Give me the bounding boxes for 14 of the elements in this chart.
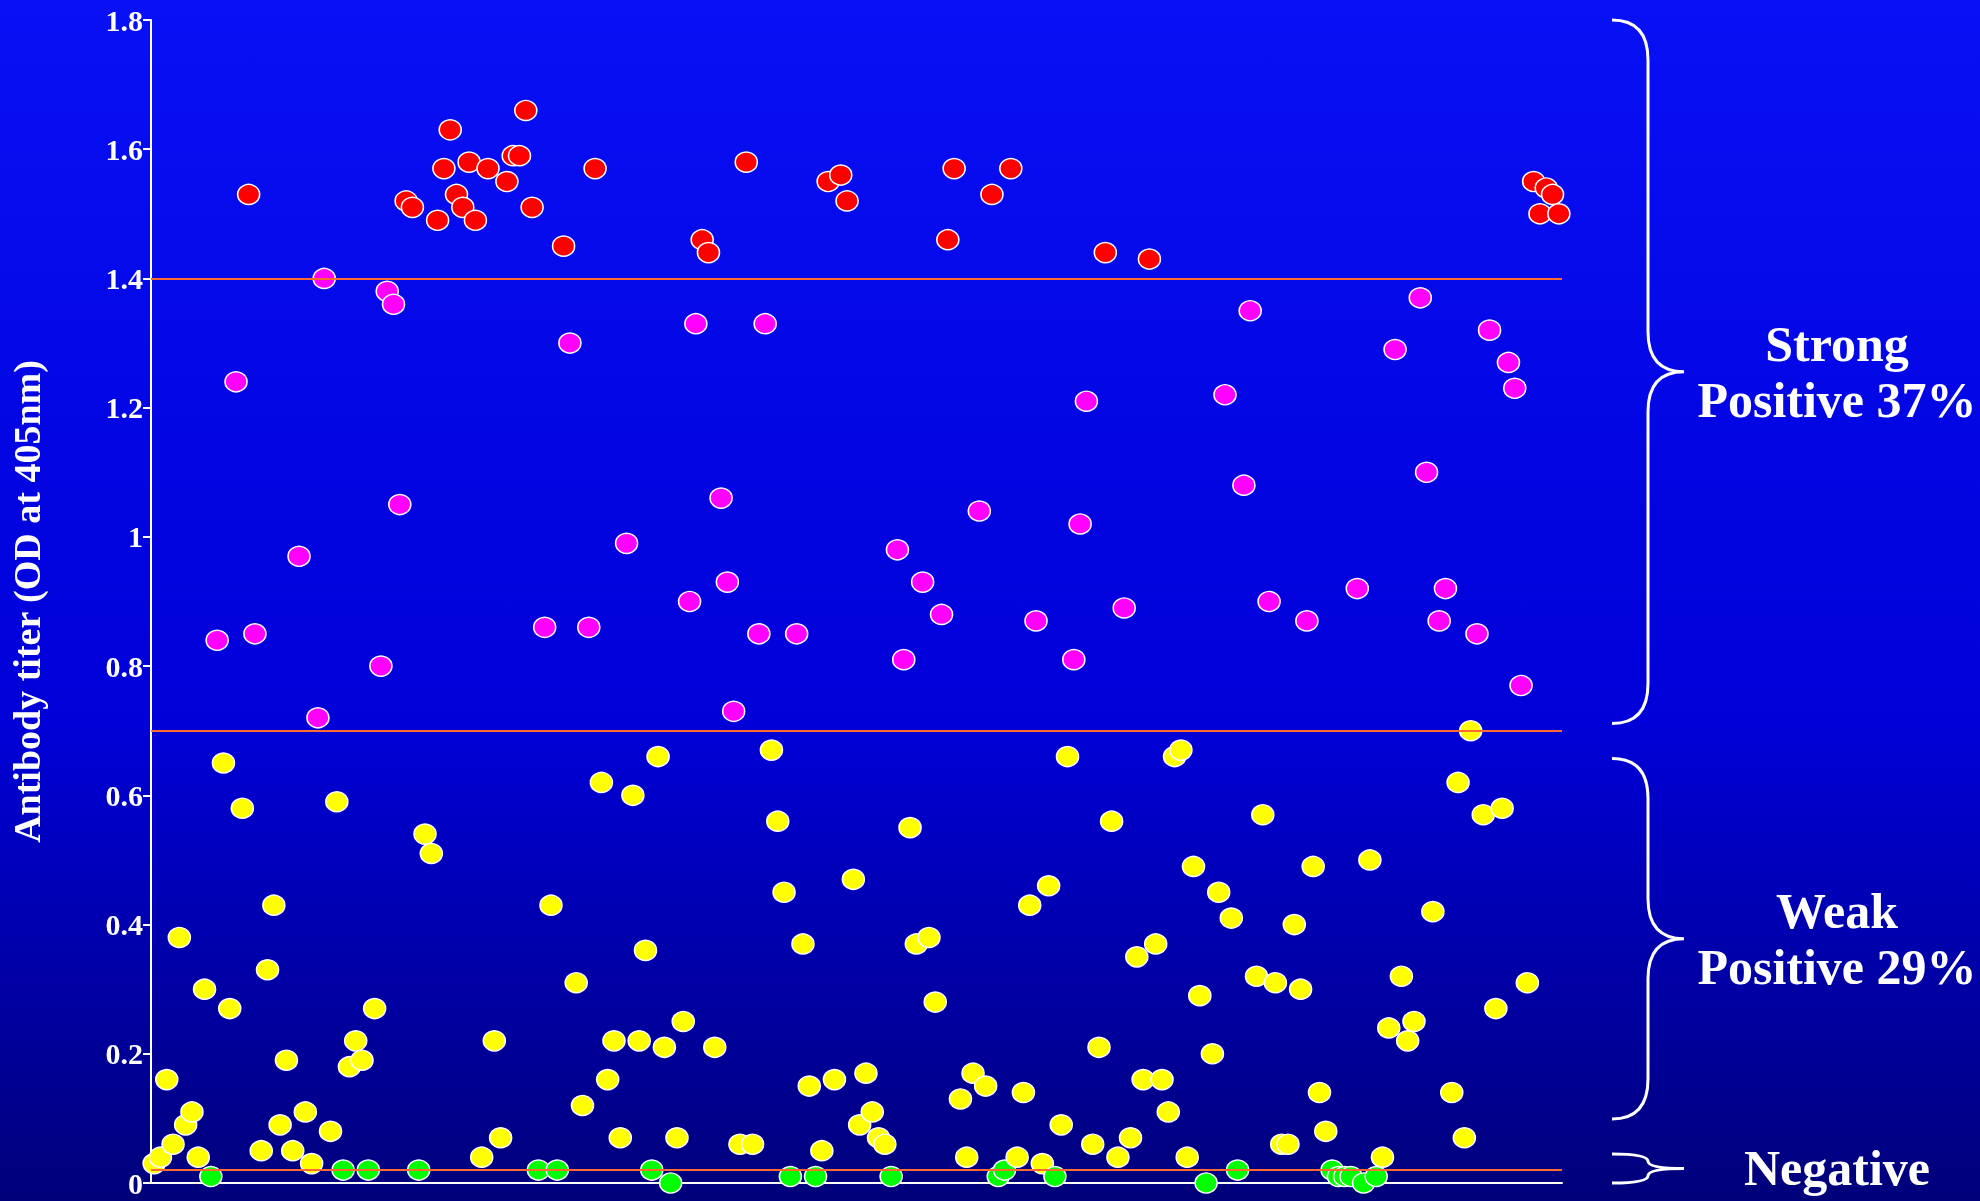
y-tick-label: 0.8 <box>105 649 143 683</box>
y-tick-label: 1 <box>128 520 143 554</box>
y-axis-title: Antibody titer (OD at 405nm) <box>6 360 49 843</box>
y-tick-label: 1.4 <box>105 261 143 295</box>
y-tick-label: 0.2 <box>105 1037 143 1071</box>
y-tick-label: 0.4 <box>105 908 143 942</box>
y-tick-label: 0.6 <box>105 778 143 812</box>
y-tick-label: 1.6 <box>105 132 143 166</box>
text: Strong Positive 37% <box>1696 315 1978 428</box>
y-tick-label: 1.2 <box>105 391 143 425</box>
text: Negative <box>1742 1140 1931 1197</box>
y-tick-label: 1.8 <box>105 3 143 37</box>
y-tick-label: 0 <box>128 1166 143 1200</box>
text: Weak Positive 29% <box>1696 882 1978 995</box>
